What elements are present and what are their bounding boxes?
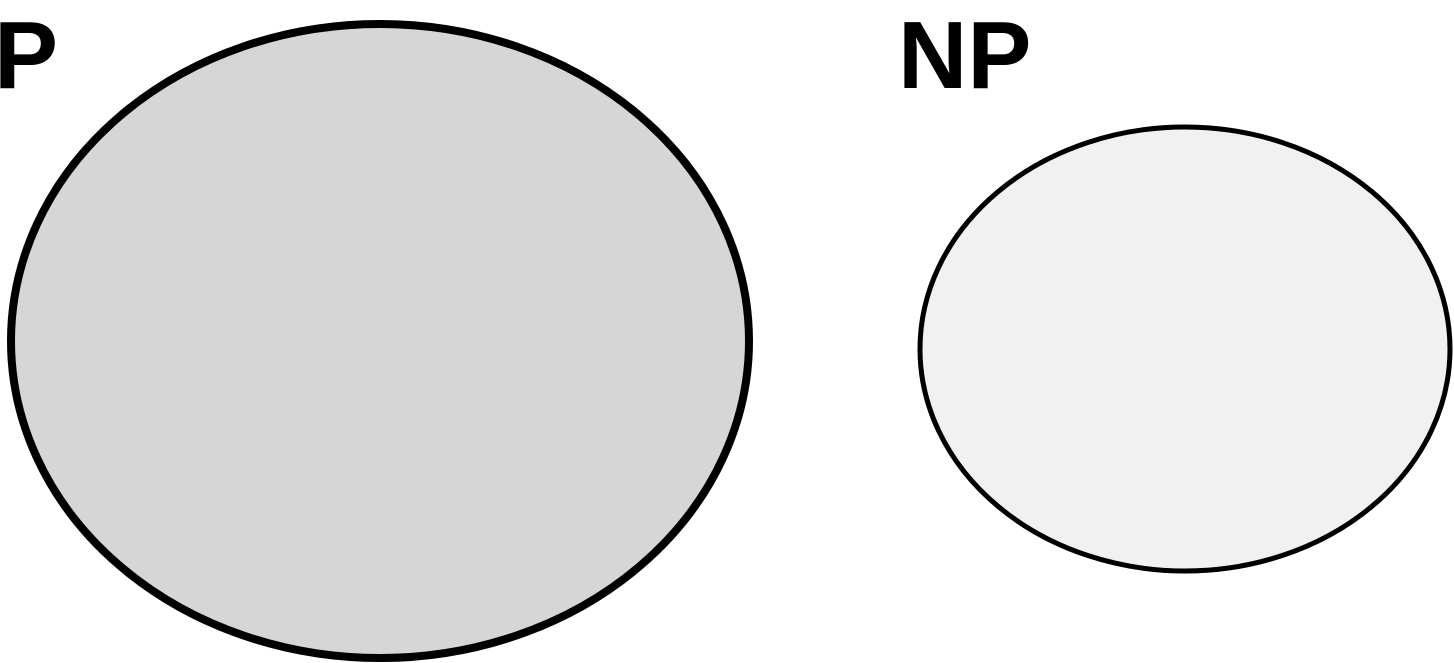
set-p-ellipse [7,20,753,662]
set-np-ellipse [917,124,1453,574]
set-np-label: NP [898,2,1031,109]
set-p-label: P [0,2,58,109]
